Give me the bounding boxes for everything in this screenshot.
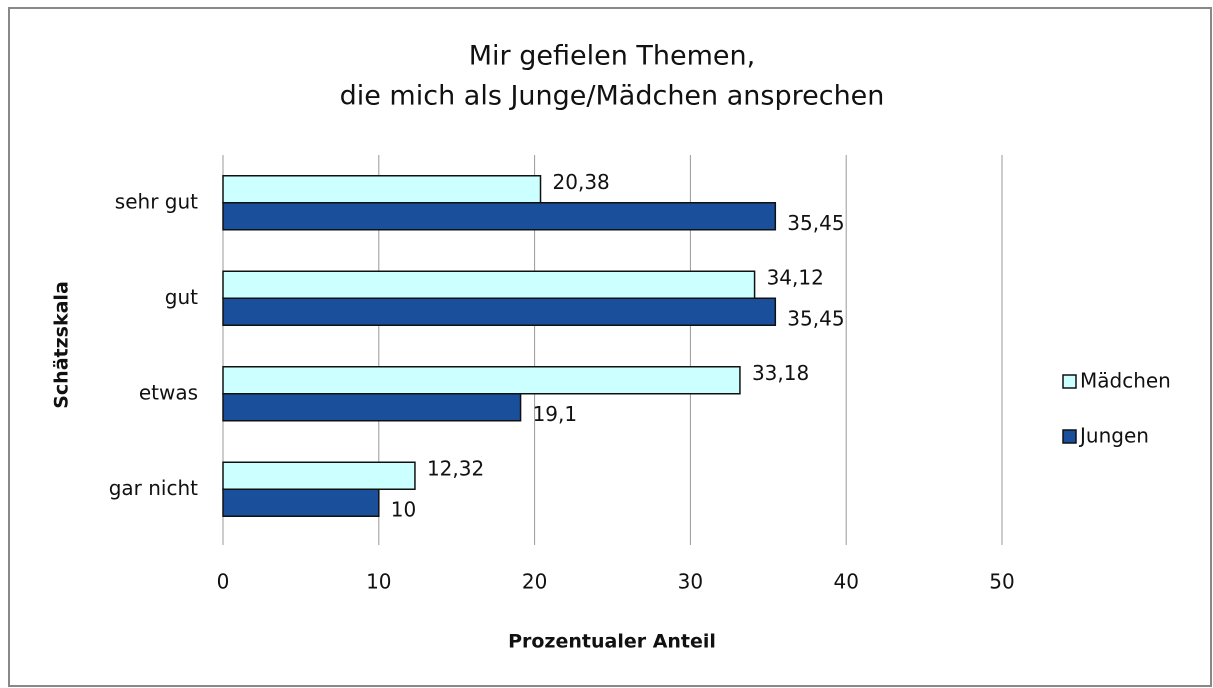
bar: [222, 202, 777, 231]
x-tick-label: 10: [366, 570, 391, 594]
chart-title: die mich als Junge/Mädchen ansprechen: [340, 81, 885, 112]
chart-frame: [8, 7, 1212, 687]
legend-swatch: [1062, 374, 1077, 389]
x-tick-label: 30: [678, 570, 703, 594]
legend-label: Jungen: [1078, 424, 1149, 448]
y-tick-label: sehr gut: [115, 189, 198, 213]
y-axis-title: Schätzskala: [51, 281, 73, 409]
value-label: 10: [391, 497, 416, 521]
legend-label: Mädchen: [1080, 369, 1171, 393]
x-tick-label: 50: [989, 570, 1014, 594]
x-tick-label: 20: [522, 570, 547, 594]
y-tick-label: gut: [165, 285, 198, 309]
value-label: 12,32: [427, 456, 484, 480]
bar: [222, 366, 741, 395]
value-label: 20,38: [553, 170, 610, 194]
chart-title: Mir gefielen Themen,: [469, 41, 755, 72]
bar: [222, 297, 777, 326]
bar: [222, 393, 522, 422]
value-label: 34,12: [767, 265, 824, 289]
value-label: 35,45: [787, 211, 844, 235]
y-tick-label: gar nicht: [109, 476, 198, 500]
bar: [222, 175, 542, 204]
legend-swatch: [1062, 429, 1077, 444]
x-axis-title: Prozentualer Anteil: [508, 631, 716, 653]
bar: [222, 270, 756, 299]
x-tick-label: 0: [217, 570, 230, 594]
value-label: 35,45: [787, 306, 844, 330]
value-label: 19,1: [533, 402, 578, 426]
value-label: 33,18: [752, 361, 809, 385]
bar: [222, 461, 416, 490]
bar: [222, 488, 380, 517]
y-tick-label: etwas: [139, 380, 198, 404]
x-tick-label: 40: [833, 570, 858, 594]
